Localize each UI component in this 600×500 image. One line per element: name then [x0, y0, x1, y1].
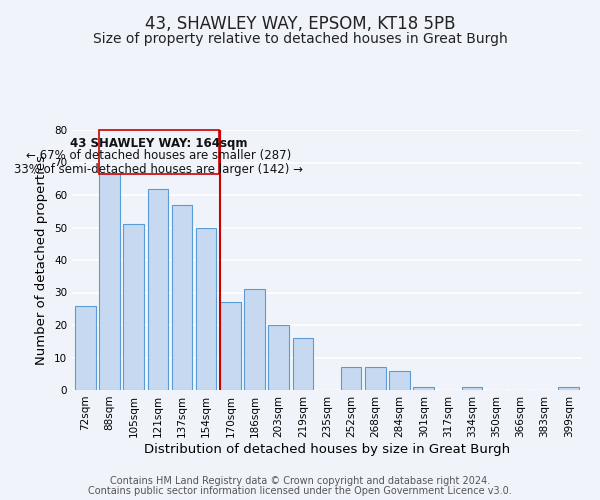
Y-axis label: Number of detached properties: Number of detached properties: [35, 155, 49, 365]
Text: ← 67% of detached houses are smaller (287): ← 67% of detached houses are smaller (28…: [26, 150, 292, 162]
Bar: [148, 188, 168, 390]
Bar: [124, 224, 144, 390]
Bar: [462, 387, 482, 390]
Bar: [172, 205, 192, 390]
Text: 33% of semi-detached houses are larger (142) →: 33% of semi-detached houses are larger (…: [14, 162, 303, 175]
Bar: [99, 172, 120, 390]
Bar: [293, 338, 313, 390]
Text: Contains public sector information licensed under the Open Government Licence v3: Contains public sector information licen…: [88, 486, 512, 496]
Bar: [341, 367, 361, 390]
FancyBboxPatch shape: [98, 130, 219, 174]
Bar: [268, 325, 289, 390]
Text: Contains HM Land Registry data © Crown copyright and database right 2024.: Contains HM Land Registry data © Crown c…: [110, 476, 490, 486]
Bar: [244, 289, 265, 390]
Text: Size of property relative to detached houses in Great Burgh: Size of property relative to detached ho…: [92, 32, 508, 46]
Bar: [413, 387, 434, 390]
Bar: [365, 367, 386, 390]
Bar: [389, 370, 410, 390]
Text: 43 SHAWLEY WAY: 164sqm: 43 SHAWLEY WAY: 164sqm: [70, 136, 247, 149]
X-axis label: Distribution of detached houses by size in Great Burgh: Distribution of detached houses by size …: [144, 442, 510, 456]
Bar: [220, 302, 241, 390]
Bar: [196, 228, 217, 390]
Bar: [559, 387, 579, 390]
Bar: [75, 306, 95, 390]
Text: 43, SHAWLEY WAY, EPSOM, KT18 5PB: 43, SHAWLEY WAY, EPSOM, KT18 5PB: [145, 15, 455, 33]
